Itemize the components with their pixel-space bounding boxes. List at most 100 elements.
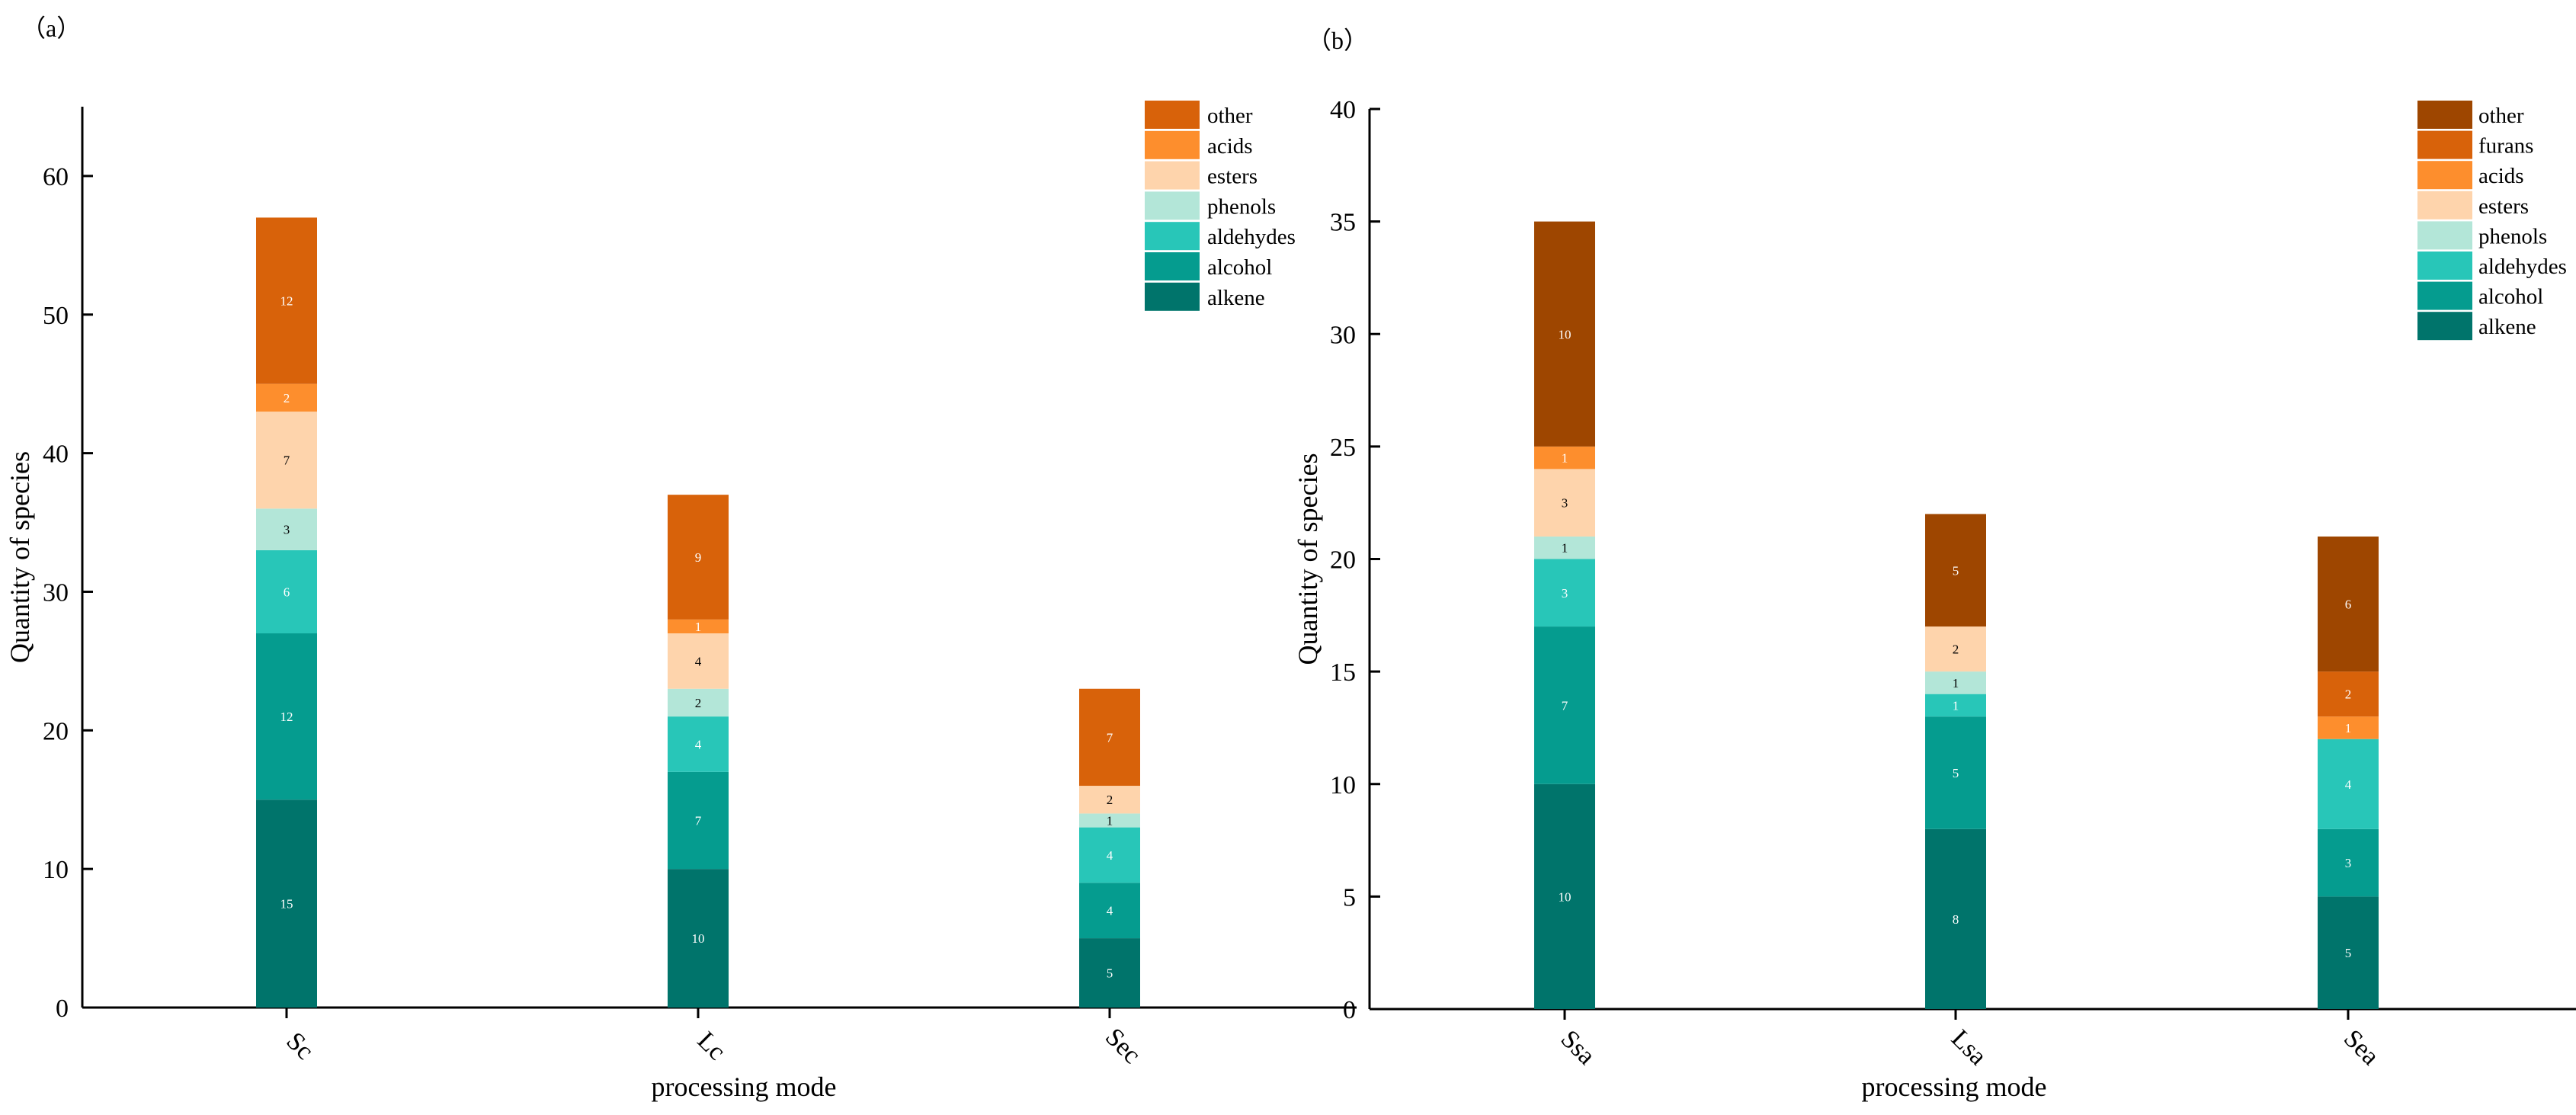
bar-segment-alcohol xyxy=(1925,716,1986,829)
data-label-phenols: 1 xyxy=(1107,814,1113,828)
data-label-phenols: 2 xyxy=(695,696,702,710)
data-label-aldehydes: 4 xyxy=(695,737,702,751)
y-tick-label: 0 xyxy=(1343,996,1356,1024)
data-label-esters: 3 xyxy=(1562,496,1568,511)
legend-label-alcohol: alcohol xyxy=(2478,285,2543,309)
legend-swatch-alkene xyxy=(2417,312,2472,341)
bar-segment-other xyxy=(668,495,729,620)
data-label-alcohol: 7 xyxy=(695,814,702,828)
bar-segment-other xyxy=(1534,221,1595,447)
y-tick-label: 20 xyxy=(1330,546,1356,575)
y-tick-label: 0 xyxy=(56,995,69,1023)
legend-swatch-other xyxy=(2417,101,2472,129)
bar-segment-alkene xyxy=(668,869,729,1008)
bar-segment-alcohol xyxy=(256,633,317,800)
y-tick-label: 10 xyxy=(43,856,69,884)
legend-label-acids: acids xyxy=(2478,164,2524,188)
bar-segment-other xyxy=(2318,536,2379,672)
y-tick-label: 30 xyxy=(43,578,69,607)
legend-swatch-alkene xyxy=(1145,282,1200,311)
bar-segment-phenols xyxy=(668,688,729,717)
bar-segment-alkene xyxy=(1534,783,1595,1009)
bar-segment-aldehydes xyxy=(1534,559,1595,627)
data-label-aldehydes: 6 xyxy=(284,585,290,599)
data-label-furans: 2 xyxy=(2345,687,2352,702)
y-tick-label: 10 xyxy=(1330,771,1356,799)
bar-segment-phenols xyxy=(1079,813,1140,828)
legend-swatch-aldehydes xyxy=(1145,222,1200,251)
data-label-esters: 2 xyxy=(1953,642,1959,657)
data-label-acids: 1 xyxy=(1562,451,1568,466)
bar-segment-phenols xyxy=(1925,671,1986,694)
legend-label-aldehydes: aldehydes xyxy=(1207,225,1296,249)
legend-swatch-acids xyxy=(2417,161,2472,190)
legend-label-phenols: phenols xyxy=(1207,194,1276,219)
legend-swatch-phenols xyxy=(1145,191,1200,220)
bar-segment-esters xyxy=(1925,626,1986,672)
legend: other acids esters phenols aldehydes alcohol a… xyxy=(1145,101,1296,311)
y-tick-label: 25 xyxy=(1330,434,1356,462)
legend-label-esters: esters xyxy=(2478,194,2529,219)
data-label-esters: 4 xyxy=(695,654,702,668)
data-label-esters: 7 xyxy=(284,453,290,468)
panel-label: （b） xyxy=(1307,27,1368,54)
bar-segment-esters xyxy=(256,412,317,509)
bar-segment-esters xyxy=(1079,786,1140,814)
legend-label-alcohol: alcohol xyxy=(1207,255,1272,280)
data-label-aldehydes: 1 xyxy=(1953,698,1959,713)
bar-segment-esters xyxy=(668,633,729,689)
bar-segment-aldehydes xyxy=(668,716,729,772)
legend-swatch-acids xyxy=(1145,130,1200,159)
x-tick-label: Sc xyxy=(280,1027,319,1065)
data-label-alkene: 15 xyxy=(280,897,293,912)
x-axis-title: processing mode xyxy=(652,1072,837,1102)
data-label-phenols: 1 xyxy=(1562,541,1568,556)
bar-segment-phenols xyxy=(1534,536,1595,559)
legend-swatch-esters xyxy=(2417,191,2472,219)
panel-label: （a） xyxy=(21,14,81,42)
legend-label-phenols: phenols xyxy=(2478,224,2547,248)
legend-swatch-furans xyxy=(2417,130,2472,159)
data-label-aldehydes: 3 xyxy=(1562,586,1568,601)
y-tick-label: 20 xyxy=(43,717,69,745)
bar-segment-alkene xyxy=(256,799,317,1008)
data-label-aldehydes: 4 xyxy=(2345,777,2352,792)
data-label-alcohol: 12 xyxy=(280,710,293,724)
legend-swatch-other xyxy=(1145,101,1200,129)
data-label-other: 7 xyxy=(1107,730,1113,745)
data-label-alkene: 10 xyxy=(692,931,705,946)
bar-segment-alkene xyxy=(1079,938,1140,1008)
data-label-other: 9 xyxy=(695,550,702,565)
data-label-alcohol: 5 xyxy=(1953,766,1959,780)
bar-segment-other xyxy=(1925,514,1986,627)
data-label-alkene: 10 xyxy=(1559,889,1572,904)
data-label-phenols: 1 xyxy=(1953,676,1959,690)
bar-segment-acids xyxy=(256,383,317,412)
bar-segment-acids xyxy=(1534,446,1595,469)
y-tick-label: 5 xyxy=(1343,883,1356,912)
legend-label-alkene: alkene xyxy=(1207,286,1265,310)
bar-segment-esters xyxy=(1534,469,1595,537)
data-label-alkene: 5 xyxy=(2345,946,2352,960)
legend-label-furans: furans xyxy=(2478,134,2533,159)
legend-label-alkene: alkene xyxy=(2478,315,2536,339)
y-tick-label: 30 xyxy=(1330,321,1356,349)
bar-segment-alkene xyxy=(1925,828,1986,1009)
data-label-other: 12 xyxy=(280,294,293,309)
bar-segment-aldehydes xyxy=(1079,827,1140,883)
y-axis-title: Quantity of species xyxy=(5,451,35,663)
data-label-alkene: 5 xyxy=(1107,966,1113,981)
y-tick-label: 35 xyxy=(1330,209,1356,237)
bar-segment-alcohol xyxy=(668,771,729,870)
legend-label-other: other xyxy=(2478,104,2524,128)
data-label-alcohol: 3 xyxy=(2345,856,2352,870)
bar-segment-alcohol xyxy=(1079,883,1140,939)
x-tick-label: Lc xyxy=(692,1027,732,1066)
data-label-other: 10 xyxy=(1559,327,1572,341)
data-label-alcohol: 4 xyxy=(1107,904,1113,918)
x-tick-label: Sea xyxy=(2338,1024,2385,1071)
bar-segment-aldehydes xyxy=(1925,694,1986,717)
bar-segment-other xyxy=(1079,688,1140,787)
